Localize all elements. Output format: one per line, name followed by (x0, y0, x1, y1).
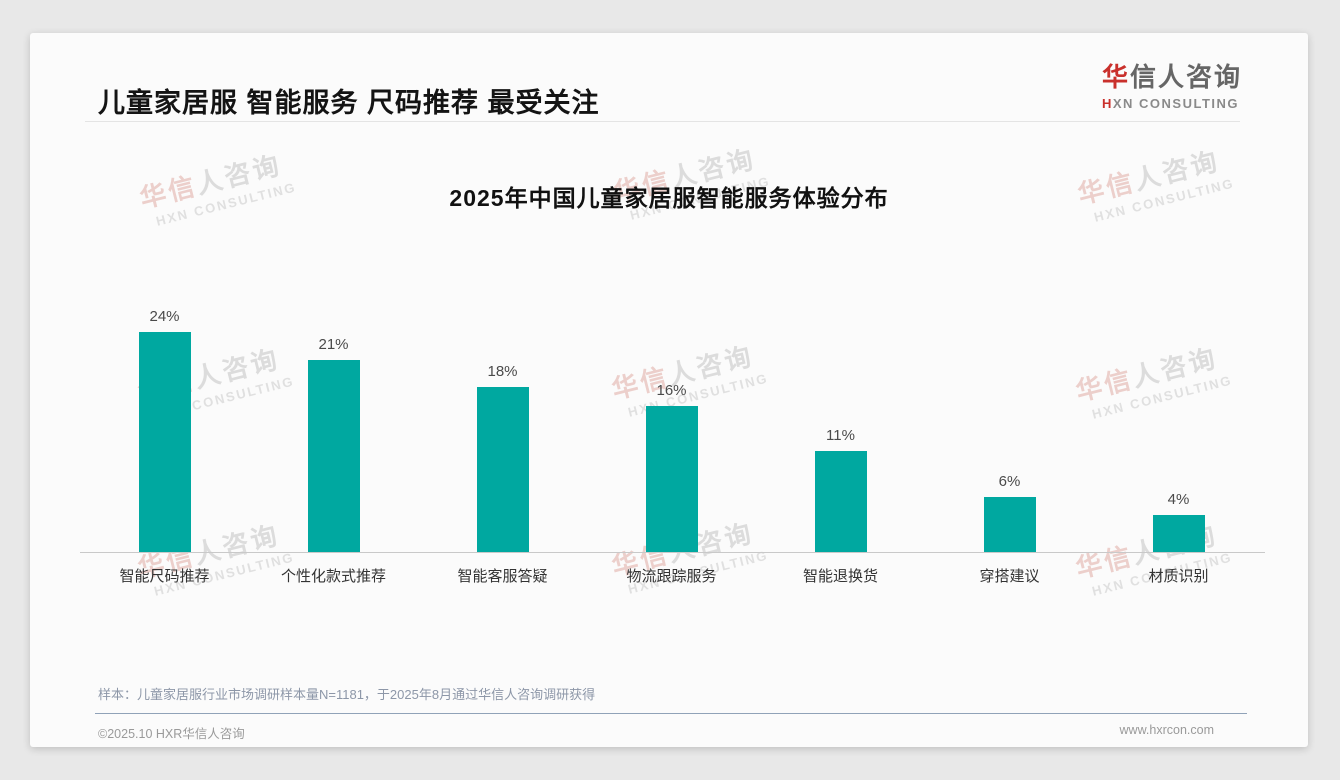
footer: ©2025.10 HXR华信人咨询 www.hxrcon.com (98, 723, 1214, 742)
report-card: 华信人咨询 HXN CONSULTING 华信人咨询 HXN CONSULTING 华信… (30, 33, 1308, 747)
bar (1152, 515, 1205, 552)
bar-value-label: 18% (487, 363, 518, 380)
website-text: www.hxrcon.com (1119, 723, 1214, 737)
category-label: 穿搭建议 (979, 568, 1040, 585)
category-label: 个性化款式推荐 (280, 568, 386, 585)
logo-english-name: HXN CONSULTING (1101, 96, 1240, 111)
header-divider (85, 121, 1240, 122)
category-label: 智能客服答疑 (457, 568, 548, 585)
bar-value-label: 6% (998, 473, 1021, 490)
category-label: 智能尺码推荐 (119, 568, 210, 585)
bar (645, 406, 698, 552)
logo-chinese-name: 华信人咨询 (1101, 62, 1242, 92)
bar-value-label: 16% (656, 382, 687, 399)
page-title: 儿童家居服 智能服务 尺码推荐 最受关注 (98, 88, 600, 118)
x-axis-line (80, 552, 1265, 553)
bar (307, 360, 360, 552)
bar-value-label: 11% (826, 427, 855, 444)
chart-column: 4% (1094, 491, 1263, 552)
bar (983, 497, 1036, 552)
bar-value-label: 24% (149, 308, 180, 325)
category-label: 材质识别 (1148, 568, 1209, 585)
chart-column: 16% (587, 382, 756, 552)
category-label: 物流跟踪服务 (626, 568, 717, 585)
chart-column: 24% (80, 308, 249, 552)
bar (476, 387, 529, 552)
bar-value-label: 4% (1167, 491, 1190, 508)
chart-column: 11% (756, 427, 925, 552)
chart-column: 6% (925, 473, 1094, 552)
copyright-text: ©2025.10 HXR华信人咨询 (98, 727, 245, 741)
company-logo: 华信人咨询 HXN CONSULTING (1102, 57, 1242, 111)
category-label: 智能退换货 (802, 568, 878, 585)
footer-divider (95, 713, 1247, 714)
chart-column: 18% (418, 363, 587, 552)
chart-title: 2025年中国儿童家居服智能服务体验分布 (449, 185, 889, 211)
bar-value-label: 21% (318, 336, 349, 353)
x-axis-labels: 智能尺码推荐 个性化款式推荐 智能客服答疑 物流跟踪服务 智能退换货 穿搭建议 材质识别 (80, 565, 1263, 586)
bar (138, 332, 191, 552)
chart-column: 21% (249, 336, 418, 552)
bar (814, 451, 867, 552)
sample-note: 样本：儿童家居服行业市场调研样本量N=1181，于2025年8月通过华信人咨询调… (98, 687, 596, 702)
bar-chart: 24% 21% 18% 16% 11% 6% 4% (80, 33, 1263, 552)
